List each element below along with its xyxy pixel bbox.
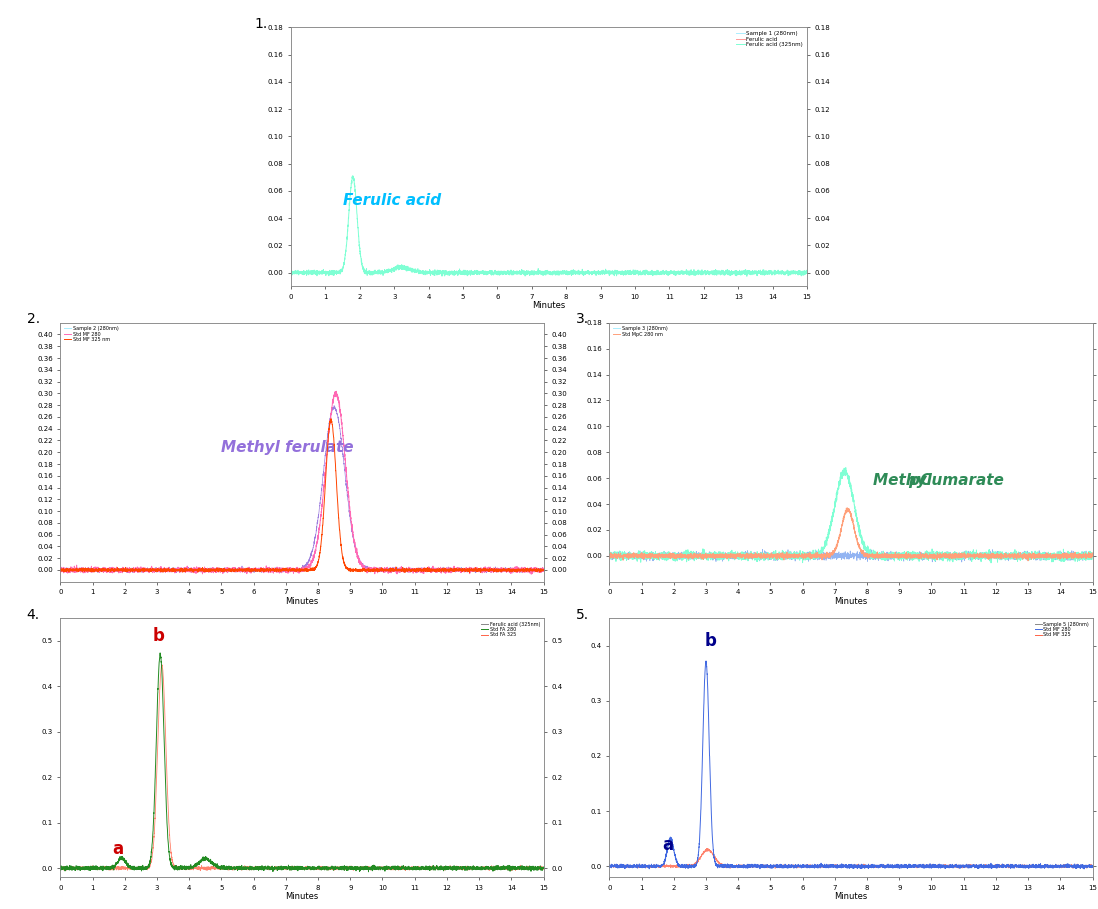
Text: b: b [153,627,164,644]
X-axis label: Minutes: Minutes [285,893,318,901]
Text: 1.: 1. [255,17,268,31]
Text: Cumarate: Cumarate [915,473,1004,487]
Legend: Sample 3 (280nm), Std MpC 280 nm: Sample 3 (280nm), Std MpC 280 nm [612,325,669,337]
Text: a: a [112,841,123,858]
Text: Methyl ferulate: Methyl ferulate [222,440,354,455]
Text: a: a [662,835,674,854]
Text: p: p [908,473,919,487]
Text: Methyl: Methyl [874,473,938,487]
Text: 4.: 4. [26,608,40,622]
Legend: Sample 5 (280nm), Std MF 280, Std MF 325: Sample 5 (280nm), Std MF 280, Std MF 325 [1033,621,1090,638]
Text: 5.: 5. [575,608,589,622]
Text: b: b [705,632,716,650]
Text: 2.: 2. [26,313,40,326]
Legend: Sample 2 (280nm), Std MF 280, Std MF 325 nm: Sample 2 (280nm), Std MF 280, Std MF 325… [63,325,120,343]
Legend: Ferulic acid (325nm), Std FA 280, Std FA 325: Ferulic acid (325nm), Std FA 280, Std FA… [480,621,541,638]
X-axis label: Minutes: Minutes [834,597,867,605]
Text: 3.: 3. [575,313,589,326]
Text: Ferulic acid: Ferulic acid [343,193,440,207]
X-axis label: Minutes: Minutes [533,302,565,310]
X-axis label: Minutes: Minutes [285,597,318,605]
Legend: Sample 1 (280nm), Ferulic acid, Ferulic acid (325nm): Sample 1 (280nm), Ferulic acid, Ferulic … [736,30,804,48]
X-axis label: Minutes: Minutes [834,893,867,901]
